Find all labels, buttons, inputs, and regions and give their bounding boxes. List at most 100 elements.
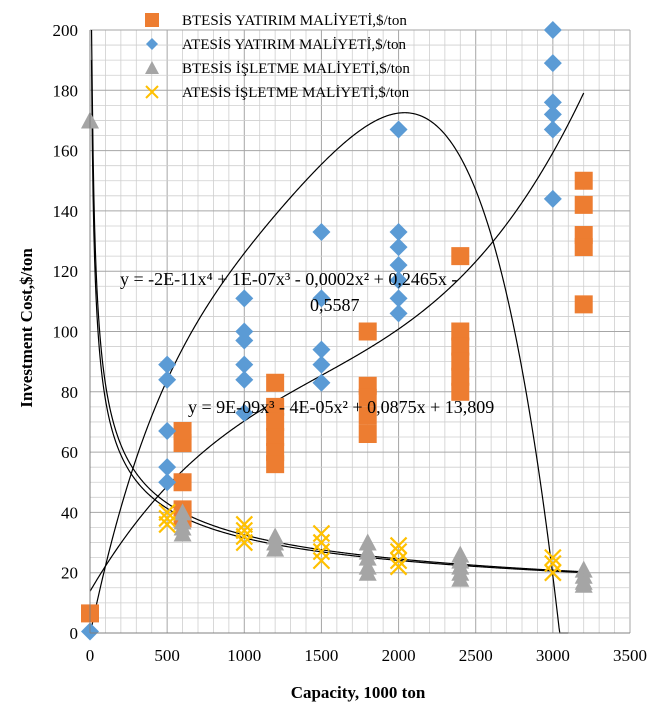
data-point <box>574 195 593 214</box>
data-point <box>158 355 177 374</box>
data-point <box>544 554 562 573</box>
data-point <box>451 367 470 386</box>
data-point <box>543 105 562 124</box>
data-point <box>451 247 470 266</box>
data-point <box>451 382 470 401</box>
legend-entry-2: BTESİS İŞLETME MALİYETİ,$/ton <box>145 61 410 77</box>
data-point <box>312 551 331 570</box>
series-1 <box>81 21 562 641</box>
y-tick-label: 40 <box>61 503 78 522</box>
y-tick-label: 140 <box>53 202 79 221</box>
data-point <box>312 373 331 392</box>
data-point <box>158 473 177 492</box>
trendline-equation-poly4-line2: 0,5587 <box>310 295 360 315</box>
data-point <box>235 370 254 389</box>
data-point <box>266 373 285 392</box>
y-tick-label: 100 <box>53 323 79 342</box>
data-point <box>312 533 331 552</box>
data-point <box>389 557 408 576</box>
x-tick-label: 1000 <box>227 646 261 665</box>
data-point <box>389 271 408 290</box>
data-point <box>543 93 562 112</box>
data-point <box>235 527 254 546</box>
y-axis-title: Investment Cost,$/ton <box>17 248 36 408</box>
x-tick-label: 2500 <box>459 646 493 665</box>
data-point <box>312 340 331 359</box>
x-tick-label: 3500 <box>613 646 647 665</box>
axes: 0 500 1000 1500 2000 2500 3000 3500 0 20 40 60 80 100… <box>53 21 648 665</box>
series-3 <box>158 503 562 582</box>
data-point <box>158 458 177 477</box>
data-point <box>358 406 377 425</box>
trendline-equation-poly3: y = 9E-09x³ - 4E-05x² + 0,0875x + 13,809 <box>188 397 494 417</box>
data-point <box>173 421 192 440</box>
y-tick-label: 160 <box>53 142 79 161</box>
data-point <box>389 256 408 275</box>
data-point <box>158 509 176 528</box>
data-point <box>266 539 285 557</box>
legend-entry-0: BTESİS YATIRIM MALİYETİ,$/ton <box>145 13 407 29</box>
legend-marker <box>145 85 159 99</box>
data-point <box>544 548 562 567</box>
data-point <box>173 524 192 542</box>
y-tick-label: 200 <box>53 21 79 40</box>
series-2 <box>81 111 593 593</box>
data-point <box>235 355 254 374</box>
data-point <box>451 352 470 371</box>
data-point <box>574 171 593 190</box>
data-point <box>358 322 377 341</box>
data-point <box>451 337 470 356</box>
data-point <box>235 322 254 341</box>
data-point <box>312 355 331 374</box>
data-point <box>312 289 331 308</box>
data-point <box>266 397 285 416</box>
trendline-equation-poly4-line1: y = -2E-11x⁴ + 1E-07x³ - 0,0002x² + 0,24… <box>120 269 457 289</box>
legend-marker <box>145 61 159 74</box>
x-axis-title: Capacity, 1000 ton <box>291 683 426 702</box>
data-point <box>358 533 377 551</box>
data-point <box>235 331 254 350</box>
data-point <box>389 551 408 570</box>
data-point <box>173 503 192 521</box>
data-point <box>543 189 562 208</box>
data-point <box>389 542 408 561</box>
series-markers <box>81 21 593 641</box>
data-point <box>158 370 177 389</box>
data-point <box>389 304 408 323</box>
data-point <box>574 575 593 593</box>
x-tick-label: 2000 <box>382 646 416 665</box>
data-point <box>543 54 562 73</box>
legend-marker <box>146 38 158 50</box>
data-point <box>235 533 254 552</box>
legend-entry-3: ATESİS İŞLETME MALİYETİ,$/ton <box>145 85 410 101</box>
y-tick-label: 180 <box>53 81 79 100</box>
data-point <box>266 428 285 447</box>
y-tick-label: 120 <box>53 262 79 281</box>
data-point <box>312 524 331 543</box>
data-point <box>358 425 377 444</box>
data-point <box>235 403 254 422</box>
grid <box>89 29 631 634</box>
data-point <box>389 223 408 242</box>
data-point <box>358 388 377 407</box>
legend-label: BTESİS YATIRIM MALİYETİ,$/ton <box>182 13 407 29</box>
data-point <box>389 536 408 555</box>
y-tick-label: 0 <box>70 624 79 643</box>
legend-label: ATESİS İŞLETME MALİYETİ,$/ton <box>182 85 410 101</box>
data-point <box>389 120 408 139</box>
data-point <box>173 473 192 492</box>
data-point <box>543 21 562 39</box>
y-tick-label: 80 <box>61 383 78 402</box>
data-point <box>266 455 285 474</box>
data-point <box>389 289 408 308</box>
x-tick-label: 1500 <box>304 646 338 665</box>
data-point <box>235 289 254 308</box>
data-point <box>312 542 331 561</box>
legend-marker <box>145 13 159 27</box>
data-point <box>158 421 177 440</box>
y-tick-label: 60 <box>61 443 78 462</box>
data-point <box>543 120 562 139</box>
x-tick-label: 500 <box>154 646 180 665</box>
